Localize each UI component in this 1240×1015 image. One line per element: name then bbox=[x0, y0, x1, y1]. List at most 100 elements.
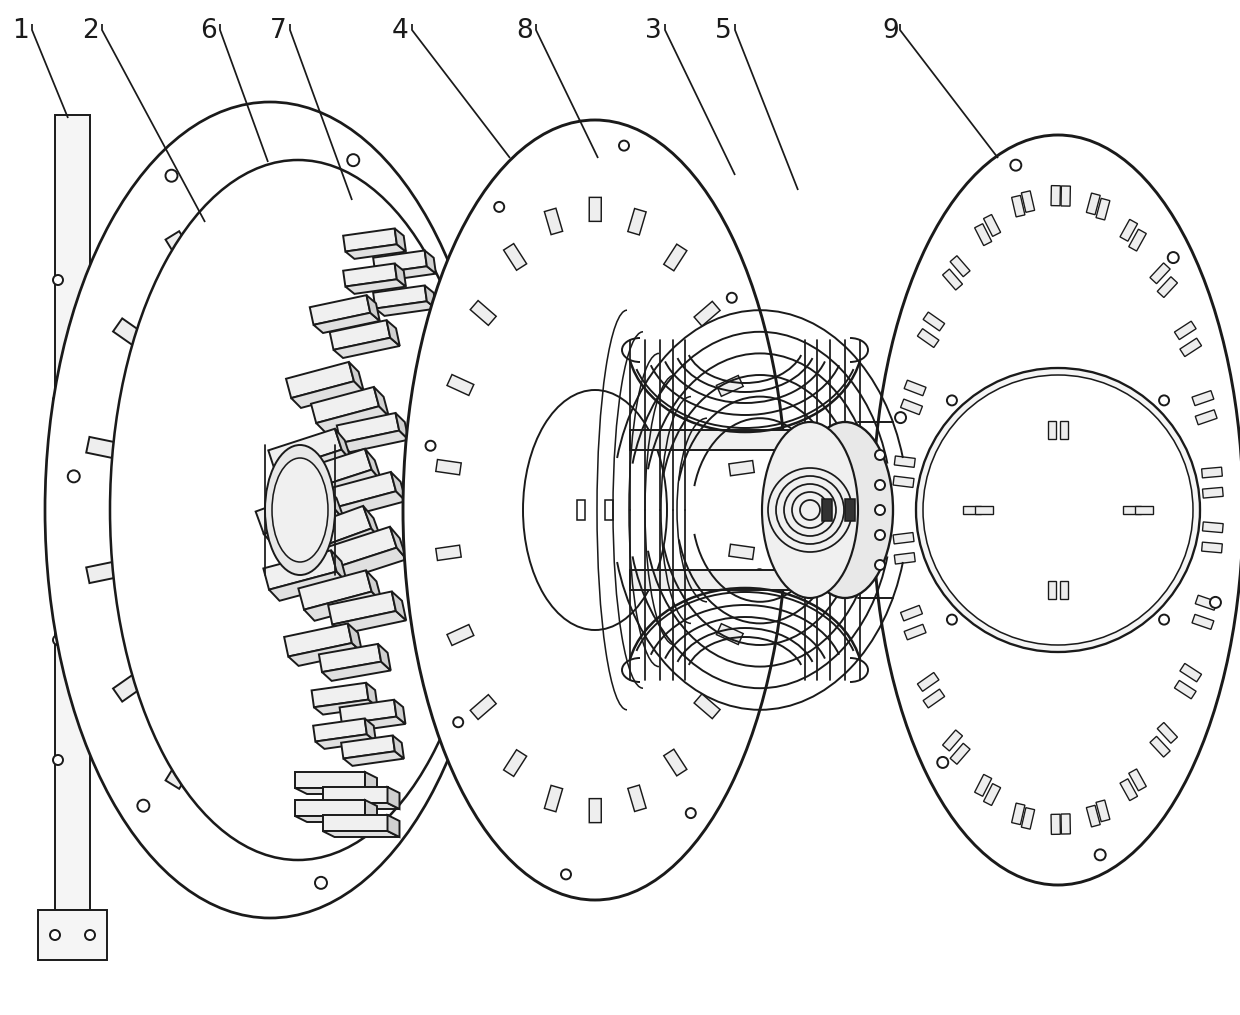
Polygon shape bbox=[268, 428, 342, 471]
Circle shape bbox=[50, 930, 60, 940]
Polygon shape bbox=[387, 815, 399, 837]
Polygon shape bbox=[373, 285, 427, 309]
Polygon shape bbox=[334, 338, 399, 358]
Polygon shape bbox=[435, 460, 461, 475]
Ellipse shape bbox=[272, 458, 329, 562]
Polygon shape bbox=[1096, 800, 1110, 822]
Polygon shape bbox=[1192, 391, 1214, 406]
Polygon shape bbox=[335, 428, 352, 461]
Polygon shape bbox=[329, 592, 396, 624]
Circle shape bbox=[947, 396, 957, 405]
Polygon shape bbox=[717, 623, 743, 645]
Polygon shape bbox=[893, 533, 914, 544]
Polygon shape bbox=[376, 266, 436, 281]
Polygon shape bbox=[983, 214, 1001, 236]
Polygon shape bbox=[291, 382, 363, 408]
Polygon shape bbox=[1135, 506, 1153, 514]
Ellipse shape bbox=[110, 160, 486, 860]
Polygon shape bbox=[1174, 321, 1197, 340]
Polygon shape bbox=[975, 223, 992, 246]
Circle shape bbox=[895, 412, 906, 423]
Polygon shape bbox=[446, 375, 474, 396]
Polygon shape bbox=[310, 295, 371, 325]
Polygon shape bbox=[694, 301, 720, 326]
Polygon shape bbox=[299, 570, 372, 610]
Polygon shape bbox=[286, 362, 353, 398]
Polygon shape bbox=[398, 350, 438, 381]
Polygon shape bbox=[630, 430, 861, 450]
Text: 3: 3 bbox=[645, 18, 662, 44]
Polygon shape bbox=[630, 570, 861, 590]
Polygon shape bbox=[1128, 229, 1146, 251]
Circle shape bbox=[875, 530, 885, 540]
Polygon shape bbox=[900, 605, 923, 621]
Polygon shape bbox=[304, 592, 382, 621]
Ellipse shape bbox=[265, 445, 335, 576]
Polygon shape bbox=[305, 470, 382, 502]
Polygon shape bbox=[983, 784, 1001, 806]
Polygon shape bbox=[366, 570, 382, 603]
Polygon shape bbox=[87, 436, 125, 460]
Polygon shape bbox=[311, 387, 379, 423]
Polygon shape bbox=[363, 505, 382, 541]
Polygon shape bbox=[387, 787, 399, 809]
Polygon shape bbox=[263, 550, 336, 590]
Polygon shape bbox=[1022, 191, 1034, 212]
Polygon shape bbox=[378, 644, 391, 671]
Polygon shape bbox=[1048, 421, 1056, 439]
Circle shape bbox=[937, 757, 949, 768]
Polygon shape bbox=[373, 251, 427, 273]
Circle shape bbox=[727, 292, 737, 302]
Polygon shape bbox=[942, 730, 962, 751]
Polygon shape bbox=[346, 245, 405, 259]
Polygon shape bbox=[367, 295, 379, 321]
Polygon shape bbox=[373, 387, 389, 416]
Circle shape bbox=[53, 275, 63, 285]
Polygon shape bbox=[295, 816, 377, 822]
Polygon shape bbox=[391, 472, 405, 501]
Circle shape bbox=[315, 877, 327, 889]
Circle shape bbox=[1159, 396, 1169, 405]
Text: 9: 9 bbox=[882, 18, 899, 44]
Polygon shape bbox=[904, 381, 926, 396]
Polygon shape bbox=[503, 750, 527, 776]
Polygon shape bbox=[255, 486, 335, 534]
Circle shape bbox=[875, 560, 885, 570]
Polygon shape bbox=[923, 689, 945, 707]
Polygon shape bbox=[166, 231, 198, 270]
Ellipse shape bbox=[403, 120, 787, 900]
Polygon shape bbox=[342, 717, 405, 732]
Polygon shape bbox=[1086, 193, 1100, 215]
Circle shape bbox=[53, 515, 63, 525]
Circle shape bbox=[560, 870, 570, 879]
Polygon shape bbox=[1192, 614, 1214, 629]
Polygon shape bbox=[337, 413, 399, 443]
Polygon shape bbox=[589, 197, 601, 221]
Polygon shape bbox=[900, 399, 923, 415]
Circle shape bbox=[138, 800, 149, 812]
Polygon shape bbox=[424, 251, 436, 274]
Polygon shape bbox=[301, 196, 326, 235]
Polygon shape bbox=[1123, 506, 1141, 514]
Circle shape bbox=[916, 368, 1200, 652]
Polygon shape bbox=[1203, 487, 1223, 498]
Polygon shape bbox=[419, 474, 456, 493]
Polygon shape bbox=[419, 527, 456, 546]
Circle shape bbox=[458, 437, 470, 449]
Polygon shape bbox=[446, 624, 474, 646]
Polygon shape bbox=[544, 208, 563, 234]
Polygon shape bbox=[729, 544, 754, 559]
Polygon shape bbox=[322, 815, 387, 831]
Polygon shape bbox=[1086, 805, 1100, 827]
Polygon shape bbox=[894, 456, 915, 467]
Text: 4: 4 bbox=[392, 18, 409, 44]
Ellipse shape bbox=[873, 135, 1240, 885]
Polygon shape bbox=[295, 788, 377, 794]
Circle shape bbox=[495, 202, 505, 212]
Polygon shape bbox=[392, 592, 407, 620]
Text: 1: 1 bbox=[12, 18, 29, 44]
Polygon shape bbox=[1096, 198, 1110, 220]
Circle shape bbox=[923, 375, 1193, 645]
Circle shape bbox=[1159, 615, 1169, 624]
Polygon shape bbox=[87, 560, 125, 583]
